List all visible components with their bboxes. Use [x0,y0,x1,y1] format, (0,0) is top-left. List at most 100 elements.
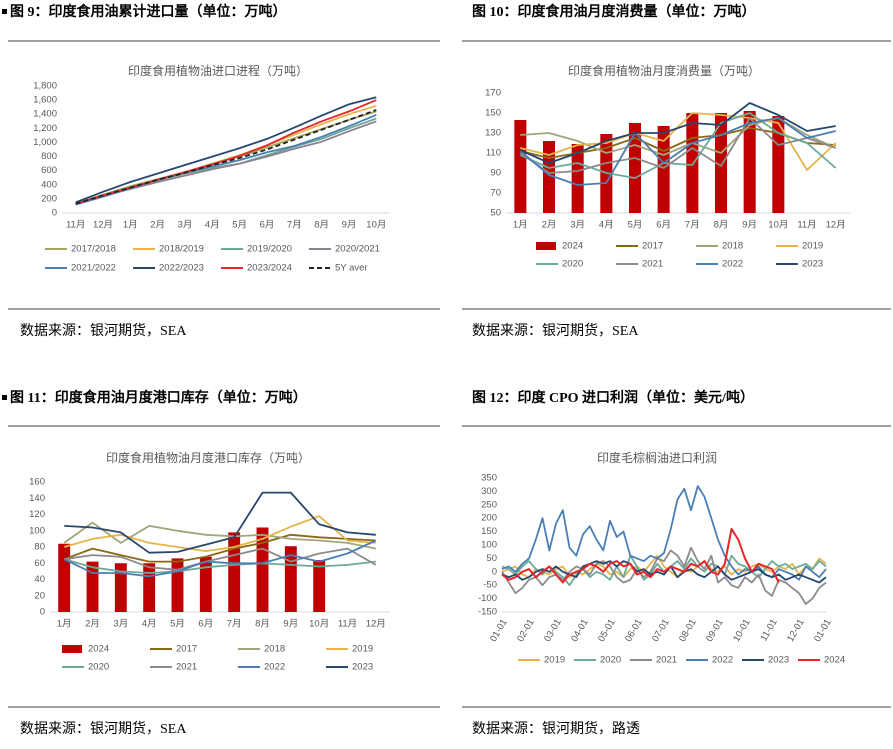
y-tick-label: 0 [492,566,497,577]
bar [143,563,156,612]
x-tick-label: 1月 [513,220,528,231]
series-line [501,560,827,584]
y-tick-label: 80 [34,542,45,553]
y-tick-label: 90 [490,168,501,179]
source: 数据来源：银河期货，SEA [472,322,639,339]
bar [228,532,241,612]
y-tick-label: 0 [52,208,57,219]
legend-label: 2018 [722,241,743,252]
y-tick-label: 50 [486,553,497,564]
y-tick-label: 0 [40,607,45,618]
y-tick-label: 200 [481,513,497,524]
series-line [519,117,836,174]
y-tick-label: 600 [41,165,57,176]
bar [313,560,326,612]
y-tick-label: 1,800 [33,81,57,92]
bar [772,116,785,213]
y-tick-label: 130 [485,128,501,139]
y-tick-label: 300 [481,486,497,497]
x-tick-label: 4月 [599,220,614,231]
source: 数据来源：银河期货，路透 [472,720,640,737]
legend-label: 2020 [600,655,621,666]
y-tick-label: 50 [490,208,501,219]
series-line [64,491,376,554]
x-tick-label: 3月 [570,220,585,231]
y-tick-label: 200 [41,193,57,204]
legend-label: 2023 [768,655,789,666]
legend-label: 2021 [656,655,677,666]
x-tick-label: 4月 [142,619,157,630]
legend-label: 2021 [642,259,663,270]
legend-label: 2020 [88,662,109,673]
y-tick-label: -100 [478,593,497,604]
series-line [501,554,827,579]
series-line [63,539,377,578]
x-tick-label: 5月 [232,220,247,231]
x-tick-label: 6月 [656,220,671,231]
y-tick-label: 60 [34,558,45,569]
legend-label: 2023 [802,259,823,270]
x-tick-label: 9月 [742,220,757,231]
legend-label: 2019 [352,644,373,655]
legend-label: 2019 [544,655,565,666]
y-tick-label: 120 [29,509,45,520]
series-line [63,521,376,550]
legend-label: 2022 [722,259,743,270]
y-tick-label: 1,400 [33,109,57,120]
legend-label: 2019 [802,241,823,252]
legend-label: 2022 [712,655,733,666]
series-line [519,112,837,179]
x-tick-label: 5月 [628,220,643,231]
y-tick-label: 150 [485,108,501,119]
x-tick-label: 10月 [309,619,329,630]
legend-swatch [536,242,556,250]
y-tick-label: 140 [29,493,45,504]
y-tick-label: 150 [481,526,497,537]
x-tick-label: 5月 [170,619,185,630]
source: 数据来源：银河期货，SEA [20,720,187,737]
y-tick-label: 350 [481,473,497,484]
legend-label: 2022 [264,662,285,673]
series-line [519,117,836,186]
x-tick-label: 8月 [714,220,729,231]
series-line [63,558,376,574]
x-tick-label: 11月 [797,220,816,231]
series-line [63,515,376,552]
bar [743,111,756,213]
bar [284,546,297,612]
bar [199,556,212,612]
y-tick-label: 100 [29,525,45,536]
x-tick-label: 2月 [85,619,100,630]
series-line [64,547,377,571]
series-line [520,112,837,171]
y-tick-label: 70 [490,188,501,199]
series-line [519,102,836,164]
y-tick-label: 250 [481,499,497,510]
bar [571,144,584,213]
y-tick-label: 160 [29,477,45,488]
legend-label: 2024 [824,655,845,666]
x-tick-label: 10月 [366,220,386,231]
legend-label: 2017 [176,644,197,655]
x-tick-label: 10月 [768,220,788,231]
bar [686,113,699,213]
chart-title: 印度毛棕榈油进口利润 [597,450,717,465]
x-tick-label: 12月 [826,220,846,231]
x-tick-label: 6月 [260,220,275,231]
rules [8,40,891,708]
bar [256,527,269,612]
y-tick-label: 1,600 [33,95,57,106]
legend-label: 2024 [562,241,583,252]
bar [514,120,527,213]
chart-title: 印度食用植物油进口进程（万吨） [128,63,308,78]
bar [86,561,99,612]
x-tick-label: 3月 [178,220,193,231]
legend-label: 2021 [176,662,197,673]
legend-label: 2019/2020 [247,244,292,255]
bullet [2,9,7,14]
x-tick-label: 2月 [150,220,165,231]
x-tick-label: 4月 [205,220,220,231]
figure-heading: 图 10：印度食用油月度消费量（单位：万吨） [472,3,756,20]
legend-label: 2022/2023 [159,263,204,274]
y-tick-label: 1,000 [33,137,57,148]
